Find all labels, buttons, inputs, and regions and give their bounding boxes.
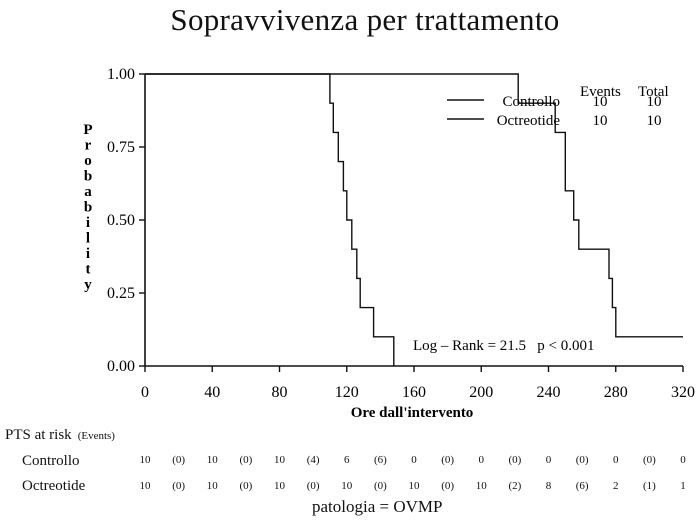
legend-octreotide-total: 10 (647, 113, 662, 129)
risk-value-octreotide: 10 (274, 480, 285, 492)
risk-value-octreotide: (0) (306, 480, 320, 492)
risk-value-controllo: 0 (680, 454, 686, 466)
risk-value-octreotide: 10 (408, 480, 420, 492)
x-tick-label: 280 (604, 384, 628, 401)
risk-value-octreotide: (2) (508, 480, 522, 492)
series-controllo-line (145, 73, 395, 366)
risk-row-label-controllo: Controllo (22, 453, 80, 469)
y-tick-label: 1.00 (107, 66, 135, 83)
risk-value-controllo: 0 (613, 454, 619, 466)
risk-value-octreotide: (0) (373, 480, 387, 492)
y-tick-label: 0.75 (107, 139, 135, 156)
risk-value-octreotide: (0) (441, 480, 455, 492)
risk-value-controllo: 10 (274, 454, 285, 466)
risk-value-controllo: 6 (344, 454, 350, 466)
x-tick-label: 320 (671, 384, 695, 401)
risk-value-controllo: 0 (545, 454, 552, 466)
risk-value-controllo: (0) (642, 454, 656, 466)
x-tick-label: 40 (204, 384, 220, 401)
risk-events-label: (Events) (77, 430, 115, 442)
risk-row-label-octreotide: Octreotide (22, 478, 86, 494)
risk-value-octreotide: (1) (642, 480, 656, 492)
legend-octreotide-label: Octreotide (497, 113, 561, 129)
legend-octreotide-events: 10 (593, 113, 608, 129)
x-ticks: 0 40 80 120 160 200 240 280 320 (141, 366, 695, 401)
risk-table-label: PTS at risk (5, 427, 72, 443)
risk-value-octreotide: 10 (341, 480, 353, 492)
chart-title: Sopravvivenza per trattamento (170, 2, 560, 37)
series-group (145, 73, 683, 366)
y-tick-label: 0.00 (107, 358, 135, 375)
risk-value-octreotide: 10 (206, 480, 218, 492)
log-rank-annotation: Log – Rank = 21.5 p < 0.001 (413, 338, 595, 354)
legend-events-header: Events (580, 84, 621, 100)
risk-value-octreotide: (0) (172, 480, 186, 492)
legend: Events Total Controllo 10 10 Octreotide 10 10 (447, 84, 669, 129)
risk-value-octreotide: (0) (239, 480, 253, 492)
risk-value-controllo: (0) (239, 454, 253, 466)
risk-value-controllo: (0) (172, 454, 186, 466)
risk-value-controllo: (6) (373, 454, 387, 466)
risk-value-controllo: (0) (441, 454, 455, 466)
x-tick-label: 240 (537, 384, 561, 401)
risk-value-octreotide: 8 (545, 480, 552, 492)
x-tick-label: 80 (272, 384, 288, 401)
x-tick-label: 200 (469, 384, 493, 401)
legend-controllo-label: Controllo (502, 94, 560, 110)
series-octreotide-line (145, 73, 683, 338)
x-tick-label: 0 (141, 384, 149, 401)
footer-note: patologia = OVMP (312, 497, 443, 516)
y-tick-label: 0.25 (107, 285, 135, 302)
risk-value-controllo: 10 (206, 454, 218, 466)
x-axis-label: Ore dall'intervento (351, 405, 474, 421)
legend-total-header: Total (638, 84, 669, 100)
risk-value-controllo: 0 (478, 454, 485, 466)
risk-value-octreotide: 10 (139, 480, 151, 492)
risk-value-controllo: (4) (306, 454, 320, 466)
risk-value-octreotide: (6) (575, 480, 589, 492)
risk-value-octreotide: 1 (680, 480, 686, 492)
risk-value-octreotide: 10 (475, 480, 487, 492)
x-tick-label: 160 (402, 384, 426, 401)
legend-controllo-events: 10 (593, 94, 608, 110)
y-ticks: 0.00 0.25 0.50 0.75 1.00 (107, 66, 145, 375)
risk-value-octreotide: 2 (613, 480, 619, 492)
risk-value-controllo: 10 (139, 454, 151, 466)
y-tick-label: 0.50 (107, 212, 135, 229)
risk-value-controllo: (0) (575, 454, 589, 466)
x-tick-label: 120 (335, 384, 359, 401)
risk-value-controllo: 0 (411, 454, 417, 466)
legend-controllo-total: 10 (647, 94, 662, 110)
risk-table-header: PTS at risk (Events) (5, 427, 115, 444)
risk-value-controllo: (0) (508, 454, 522, 466)
